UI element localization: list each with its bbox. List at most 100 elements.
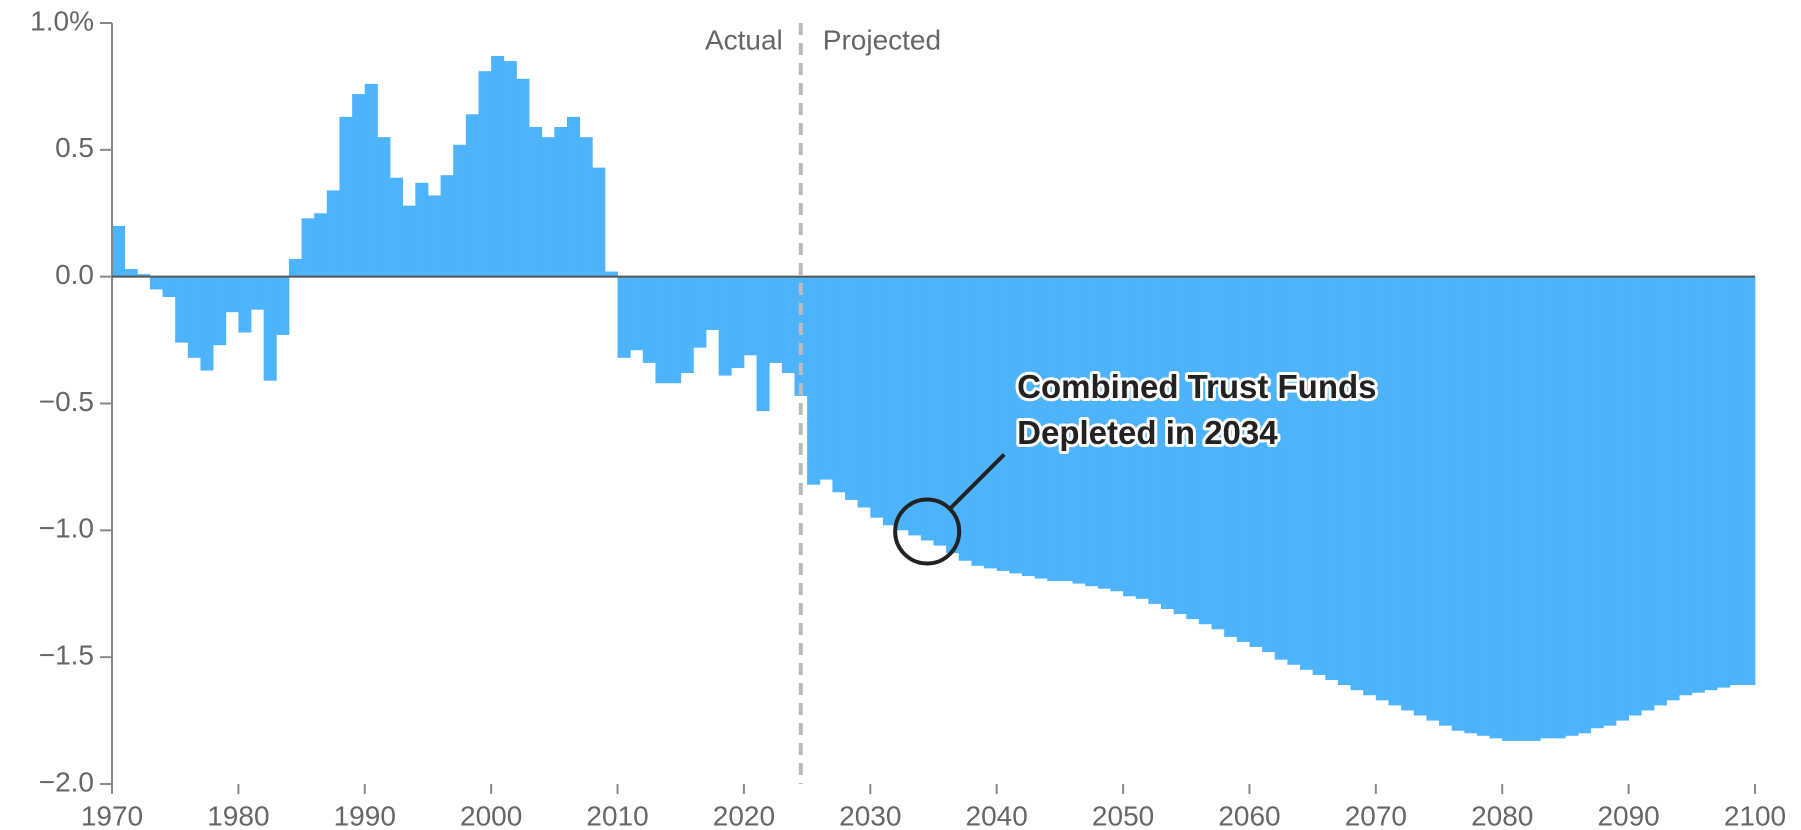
y-tick-label: 0.5: [55, 132, 94, 163]
x-tick-label: 2060: [1218, 800, 1280, 830]
bar: [1350, 276, 1364, 691]
bar: [1388, 276, 1402, 706]
bar: [857, 276, 871, 508]
bar: [1009, 276, 1023, 574]
bar: [1603, 276, 1617, 726]
bar: [882, 276, 896, 526]
bar: [819, 276, 833, 480]
bar: [352, 94, 366, 277]
bar: [516, 78, 530, 277]
bar: [832, 276, 846, 493]
bar: [1034, 276, 1048, 579]
bar: [162, 276, 176, 297]
bar: [339, 116, 353, 277]
bar: [1337, 276, 1351, 686]
bar: [541, 137, 555, 277]
bar: [440, 175, 454, 277]
y-tick-label: 0.0: [55, 259, 94, 290]
bar: [680, 276, 694, 374]
bar: [731, 276, 745, 368]
bar: [984, 276, 998, 569]
bar: [402, 205, 416, 277]
bar: [1224, 276, 1238, 637]
bar: [1072, 276, 1086, 584]
projected-label: Projected: [823, 24, 941, 55]
bar: [491, 55, 505, 277]
bar: [238, 276, 252, 333]
callout-circle: [893, 497, 962, 566]
bar: [920, 276, 934, 541]
bar: [1704, 276, 1718, 691]
x-tick-label: 2020: [713, 800, 775, 830]
bar: [642, 276, 656, 363]
bar: [1615, 276, 1630, 721]
bar: [124, 269, 138, 277]
bar: [1123, 276, 1137, 597]
bar: [112, 225, 126, 277]
x-tick-label: 2100: [1724, 800, 1786, 830]
bar: [655, 276, 669, 384]
bar: [1274, 276, 1288, 660]
bar: [1489, 276, 1503, 739]
x-tick-label: 2030: [839, 800, 901, 830]
bar: [1742, 276, 1756, 686]
x-tick-label: 2080: [1471, 800, 1533, 830]
bar: [377, 137, 391, 277]
bar: [1527, 276, 1541, 741]
bar: [933, 276, 947, 546]
bar: [1021, 276, 1036, 576]
bar: [453, 144, 467, 277]
bar: [225, 276, 239, 313]
bar: [1552, 276, 1566, 739]
bar: [769, 276, 783, 363]
bar: [604, 271, 618, 277]
bar: [1160, 276, 1175, 609]
bar: [364, 83, 378, 277]
x-tick-label: 2000: [460, 800, 522, 830]
bar: [1514, 276, 1528, 741]
bar: [579, 137, 593, 277]
bar: [971, 276, 985, 566]
bar: [1590, 276, 1604, 729]
x-tick-label: 1980: [207, 800, 269, 830]
bar: [1691, 276, 1705, 693]
bar: [870, 276, 884, 518]
bar: [1249, 276, 1263, 648]
y-tick-label: −1.0: [39, 513, 94, 544]
bar: [1059, 276, 1073, 582]
bar: [1211, 276, 1225, 630]
bar: [566, 116, 581, 277]
bar: [1451, 276, 1465, 731]
bar: [845, 276, 859, 500]
y-tick-label: −2.0: [39, 766, 94, 797]
bar: [427, 195, 441, 277]
bar: [1148, 276, 1162, 604]
bar: [1679, 276, 1693, 696]
bar: [314, 213, 328, 277]
bar: [1312, 276, 1326, 675]
callout-text: Combined Trust Funds: [1017, 368, 1376, 405]
bar: [996, 276, 1010, 571]
bar: [718, 276, 732, 376]
x-tick-label: 2090: [1597, 800, 1659, 830]
bar: [617, 276, 631, 358]
bar: [1173, 276, 1187, 615]
bar: [213, 276, 227, 346]
bar: [1047, 276, 1061, 582]
bar: [1363, 276, 1377, 696]
bar: [149, 276, 163, 290]
bar: [1375, 276, 1389, 701]
bar: [1287, 276, 1301, 665]
bar: [1325, 276, 1339, 680]
x-tick-label: 2040: [966, 800, 1028, 830]
x-tick-label: 2050: [1092, 800, 1154, 830]
bar: [781, 276, 795, 374]
bar: [326, 190, 340, 277]
bar: [1236, 276, 1250, 642]
bar: [1085, 276, 1099, 587]
y-tick-label: −0.5: [39, 386, 94, 417]
bar: [630, 276, 644, 351]
x-tick-label: 2010: [586, 800, 648, 830]
x-tick-label: 1990: [334, 800, 396, 830]
